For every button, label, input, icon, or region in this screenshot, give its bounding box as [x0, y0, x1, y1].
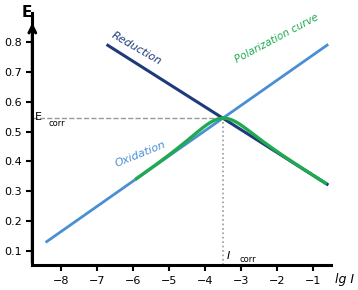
Text: E: E	[35, 112, 42, 122]
Text: Reduction: Reduction	[110, 30, 163, 67]
Text: corr: corr	[240, 255, 256, 264]
Text: lg I: lg I	[335, 273, 354, 286]
Text: corr: corr	[49, 119, 65, 128]
Text: Polarization curve: Polarization curve	[233, 12, 320, 65]
Text: Oxidation: Oxidation	[113, 140, 167, 169]
Text: E: E	[22, 5, 32, 20]
Text: I: I	[227, 251, 230, 261]
